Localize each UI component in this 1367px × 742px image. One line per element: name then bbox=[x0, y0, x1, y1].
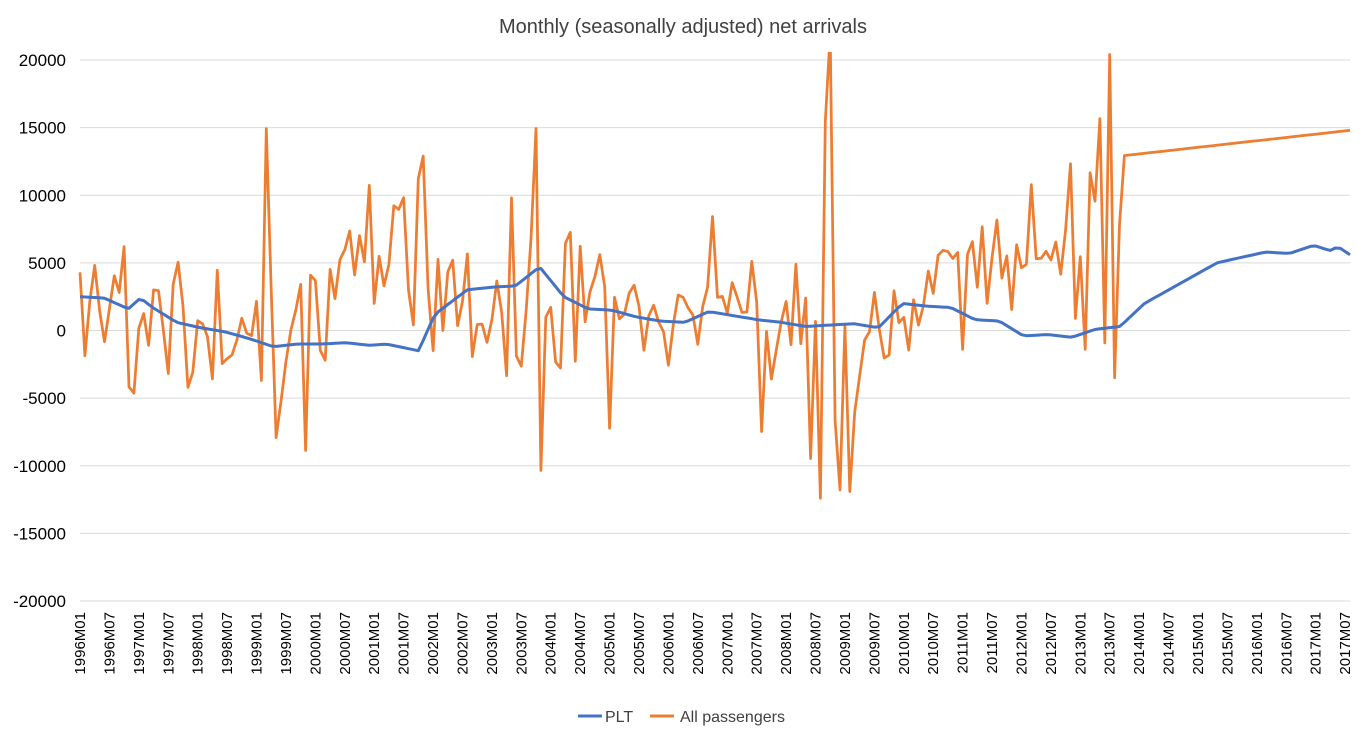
y-tick-label: 0 bbox=[57, 322, 66, 341]
x-tick-label: 1996M07 bbox=[101, 612, 118, 675]
y-axis-ticks: 20000 15000 10000 5000 0 -5000 -10000 -15000 -20… bbox=[13, 51, 66, 611]
x-tick-label: 2016M01 bbox=[1249, 612, 1266, 675]
x-tick-label: 2003M07 bbox=[513, 612, 530, 675]
x-tick-label: 1996M01 bbox=[72, 612, 89, 675]
y-tick-label: -5000 bbox=[23, 389, 66, 408]
x-axis-ticks: 1996M01 1996M07 1997M01 1997M07 1998M01 1998M… bbox=[72, 612, 1354, 675]
legend-label-all-passengers: All passengers bbox=[680, 709, 785, 726]
x-tick-label: 1998M01 bbox=[190, 612, 207, 675]
x-tick-label: 2002M01 bbox=[425, 612, 442, 675]
x-tick-label: 2007M07 bbox=[749, 612, 766, 675]
series-line-plt bbox=[79, 244, 1351, 353]
x-tick-label: 2010M01 bbox=[896, 612, 913, 675]
x-tick-label: 1997M07 bbox=[160, 612, 177, 675]
x-tick-label: 2000M01 bbox=[307, 612, 324, 675]
series-line-all-passengers bbox=[78, 52, 1351, 500]
x-tick-label: 2004M01 bbox=[543, 612, 560, 675]
x-tick-label: 2010M07 bbox=[925, 612, 942, 675]
x-tick-label: 2017M07 bbox=[1337, 612, 1354, 675]
x-tick-label: 2017M01 bbox=[1308, 612, 1325, 675]
legend-label-plt: PLT bbox=[605, 709, 633, 726]
x-tick-label: 2012M07 bbox=[1043, 612, 1060, 675]
x-tick-label: 2001M07 bbox=[396, 612, 413, 675]
x-tick-label: 2004M07 bbox=[572, 612, 589, 675]
x-tick-label: 2014M01 bbox=[1131, 612, 1148, 675]
y-tick-label: 5000 bbox=[28, 254, 66, 273]
x-tick-label: 2008M07 bbox=[808, 612, 825, 675]
x-tick-label: 2016M07 bbox=[1278, 612, 1295, 675]
x-tick-label: 2013M01 bbox=[1072, 612, 1089, 675]
x-tick-label: 1999M01 bbox=[249, 612, 266, 675]
legend: PLT All passengers bbox=[578, 709, 785, 726]
x-tick-label: 2006M07 bbox=[690, 612, 707, 675]
y-tick-label: 15000 bbox=[19, 119, 66, 138]
x-tick-label: 2015M07 bbox=[1219, 612, 1236, 675]
x-tick-label: 1999M07 bbox=[278, 612, 295, 675]
x-tick-label: 2000M07 bbox=[337, 612, 354, 675]
x-tick-label: 2005M07 bbox=[631, 612, 648, 675]
x-tick-label: 2001M01 bbox=[366, 612, 383, 675]
chart-title: Monthly (seasonally adjusted) net arriva… bbox=[499, 16, 867, 38]
x-tick-label: 2007M01 bbox=[719, 612, 736, 675]
x-tick-label: 2011M01 bbox=[955, 612, 972, 673]
y-tick-label: -15000 bbox=[13, 524, 66, 543]
x-tick-label: 2009M07 bbox=[866, 612, 883, 675]
y-tick-label: 20000 bbox=[19, 51, 66, 70]
x-tick-label: 2013M07 bbox=[1102, 612, 1119, 675]
x-tick-label: 2011M07 bbox=[984, 612, 1001, 673]
series-lines bbox=[78, 52, 1351, 500]
x-tick-label: 2006M01 bbox=[660, 612, 677, 675]
x-tick-label: 2015M01 bbox=[1190, 612, 1207, 675]
x-tick-label: 1998M07 bbox=[219, 612, 236, 675]
x-tick-label: 2014M07 bbox=[1161, 612, 1178, 675]
x-tick-label: 2009M01 bbox=[837, 612, 854, 675]
gridlines bbox=[80, 59, 1350, 602]
x-tick-label: 2002M07 bbox=[454, 612, 471, 675]
x-tick-label: 2012M01 bbox=[1013, 612, 1030, 675]
x-tick-label: 2008M01 bbox=[778, 612, 795, 675]
x-tick-label: 2005M01 bbox=[602, 612, 619, 675]
x-tick-label: 1997M01 bbox=[131, 612, 148, 675]
x-tick-label: 2003M01 bbox=[484, 612, 501, 675]
y-tick-label: -10000 bbox=[13, 457, 66, 476]
y-tick-label: -20000 bbox=[13, 592, 66, 611]
y-tick-label: 10000 bbox=[19, 186, 66, 205]
